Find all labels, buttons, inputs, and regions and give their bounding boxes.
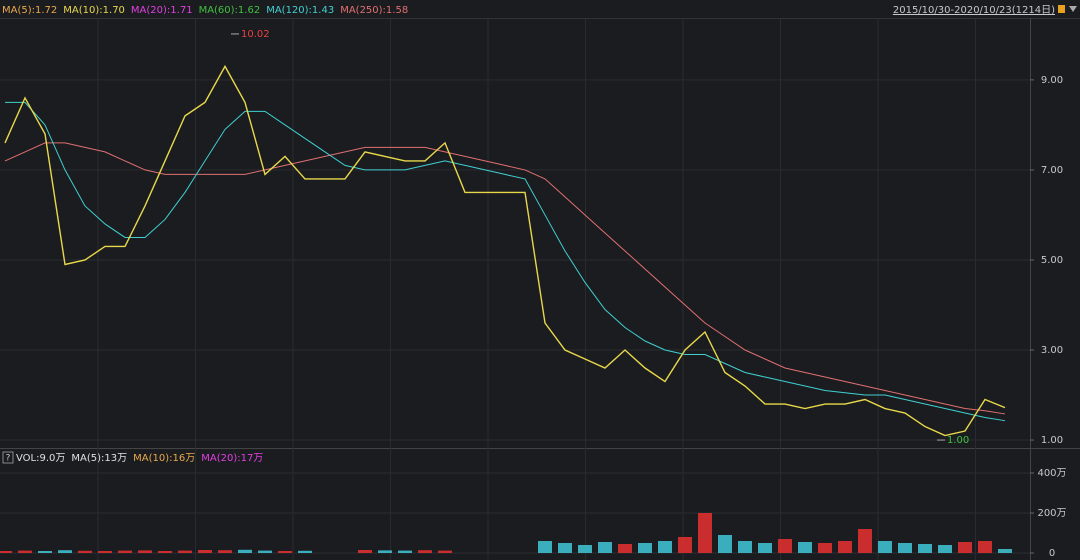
volume-bar [718, 535, 732, 553]
volume-bar [738, 541, 752, 553]
volume-bar [118, 550, 132, 553]
legend-item: MA(250):1.58 [340, 5, 408, 16]
volume-bar [918, 544, 932, 553]
legend-item: MA(5):1.72 [2, 5, 57, 16]
volume-bar [578, 545, 592, 553]
volume-bar [398, 550, 412, 553]
y-tick-label: 0 [1049, 548, 1055, 559]
volume-bar [998, 549, 1012, 553]
volume-bar [698, 513, 712, 553]
volume-bar [898, 543, 912, 553]
volume-bar [278, 551, 292, 553]
series-line [5, 101, 1006, 422]
volume-bar [18, 550, 32, 553]
legend-item: MA(20):1.71 [131, 5, 193, 16]
volume-bar [958, 542, 972, 553]
volume-bar [358, 550, 372, 553]
volume-bar [0, 551, 12, 553]
lock-icon[interactable] [1058, 5, 1065, 13]
volume-bar [138, 550, 152, 553]
y-tick-label: 5.00 [1041, 255, 1063, 266]
volume-bar [558, 543, 572, 553]
volume-bar [298, 550, 312, 553]
volume-bar [38, 551, 52, 553]
volume-bar [658, 541, 672, 553]
volume-bar [258, 550, 272, 553]
volume-bar [598, 542, 612, 553]
volume-bar [378, 550, 392, 553]
dropdown-icon[interactable] [1069, 6, 1077, 12]
y-tick-label: 3.00 [1041, 345, 1063, 356]
volume-bar [678, 537, 692, 553]
volume-bar [778, 539, 792, 553]
help-icon-text: ? [6, 454, 11, 464]
volume-bar [878, 541, 892, 553]
annotation-label: 10.02 [241, 29, 270, 40]
volume-bar [858, 529, 872, 553]
y-tick-label: 200万 [1037, 508, 1066, 519]
volume-bar [818, 543, 832, 553]
volume-bar [98, 551, 112, 553]
volume-bar [938, 545, 952, 553]
legend-item: MA(5):13万 [71, 453, 127, 464]
volume-bar [618, 544, 632, 553]
volume-bar [798, 542, 812, 553]
help-icon[interactable] [2, 451, 14, 464]
volume-bar [198, 550, 212, 553]
volume-bar [218, 550, 232, 553]
volume-bar [78, 550, 92, 553]
volume-bar [178, 550, 192, 553]
volume-bar [838, 541, 852, 553]
legend-item: MA(20):17万 [201, 453, 263, 464]
volume-bar [58, 550, 72, 553]
annotation-label: 1.00 [947, 435, 969, 446]
legend-item: VOL:9.0万 [16, 453, 65, 464]
legend-item: MA(10):16万 [133, 453, 195, 464]
series-line [4, 64, 1006, 437]
volume-bar [238, 549, 252, 553]
legend-item: MA(10):1.70 [63, 5, 125, 16]
y-tick-label: 9.00 [1041, 75, 1063, 86]
volume-bar [978, 541, 992, 553]
y-tick-label: 1.00 [1041, 435, 1063, 446]
volume-bar [438, 550, 452, 553]
legend-item: MA(120):1.43 [266, 5, 334, 16]
series-line [4, 142, 1006, 415]
volume-bar [418, 550, 432, 553]
y-tick-label: 7.00 [1041, 165, 1063, 176]
legend-item: MA(60):1.62 [199, 5, 261, 16]
volume-bar [538, 541, 552, 553]
date-range[interactable]: 2015/10/30-2020/10/23(1214日) [893, 5, 1055, 16]
volume-bar [758, 543, 772, 553]
volume-bar [638, 543, 652, 553]
volume-bar [158, 551, 172, 553]
y-tick-label: 400万 [1037, 468, 1066, 479]
